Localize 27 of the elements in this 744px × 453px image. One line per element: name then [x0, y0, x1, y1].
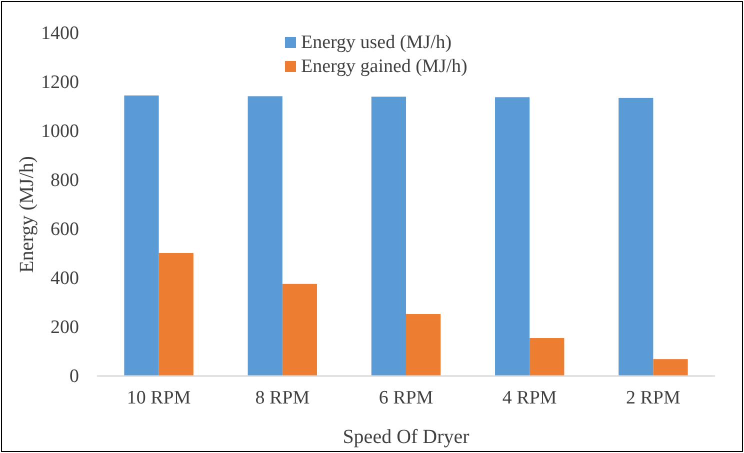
legend-label: Energy gained (MJ/h)	[301, 56, 468, 77]
y-tick-label: 800	[50, 170, 79, 192]
bar	[124, 95, 159, 376]
bar	[282, 284, 318, 376]
y-tick-label: 400	[50, 268, 79, 290]
bar	[248, 96, 282, 376]
bar	[406, 314, 441, 376]
bar	[371, 96, 406, 376]
y-tick-label: 600	[50, 219, 79, 240]
bar	[494, 97, 530, 376]
x-tick-label: 10 RPM	[126, 387, 191, 408]
y-axis-title: Energy (MJ/h)	[16, 156, 38, 273]
bar	[530, 338, 564, 376]
y-tick-label: 1200	[41, 72, 79, 94]
legend-label: Energy used (MJ/h)	[301, 32, 452, 53]
x-tick-label: 2 RPM	[626, 387, 680, 408]
y-tick-label: 1400	[41, 23, 79, 44]
x-tick-label: 6 RPM	[378, 387, 434, 408]
bar	[618, 98, 654, 376]
y-tick-label: 200	[50, 317, 79, 338]
x-axis-title: Speed Of Dryer	[342, 426, 470, 448]
x-tick-label: 8 RPM	[255, 387, 310, 408]
x-tick-label: 4 RPM	[502, 387, 557, 408]
bar	[158, 253, 194, 376]
bar	[653, 359, 688, 376]
y-tick-label: 0	[70, 366, 79, 388]
y-tick-label: 1000	[41, 121, 79, 142]
